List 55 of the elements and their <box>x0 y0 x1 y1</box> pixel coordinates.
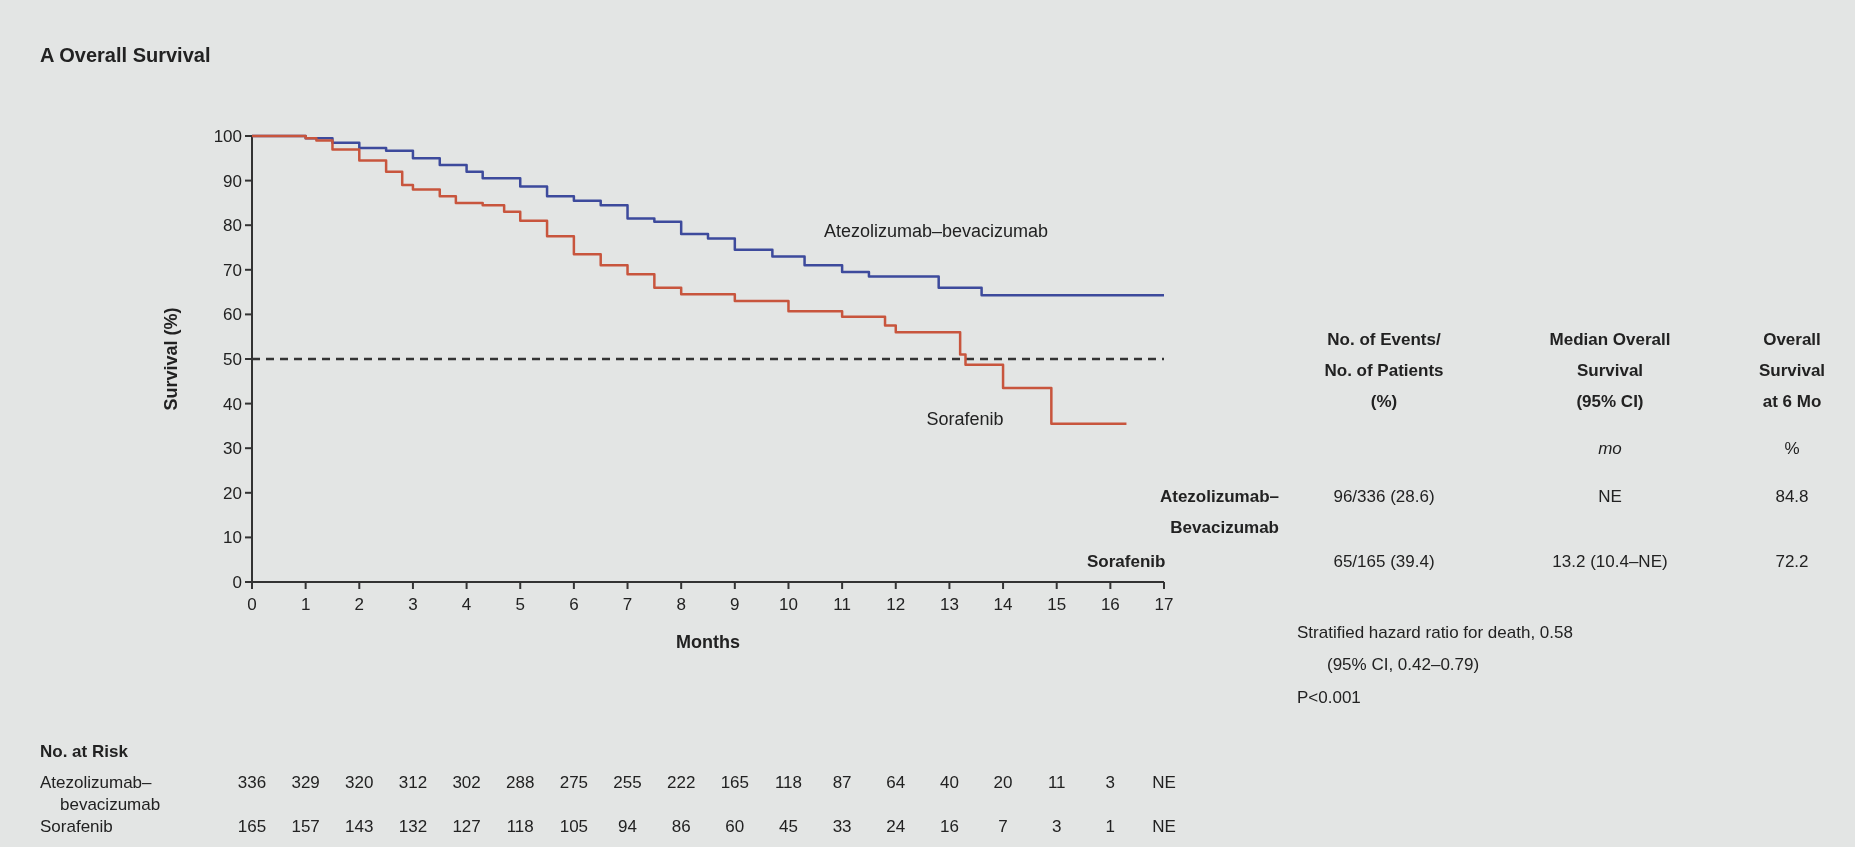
y-tick-label: 80 <box>223 216 242 236</box>
y-tick-label: 60 <box>223 305 242 325</box>
text: (95% CI, 0.42–0.79) <box>1327 655 1480 674</box>
x-tick-label: 16 <box>1100 595 1120 614</box>
text: 336 329 320 312 302 288 275 255 222 165 118 87 64 40 20 11 3 NE <box>237 773 1176 792</box>
annotation: Atezolizumab– Bevacizumab <box>1159 487 1279 537</box>
text: Overall Survival at 6 Mo <box>1758 330 1826 411</box>
y-tick-label: 70 <box>223 260 242 280</box>
text: No. at Risk <box>40 742 129 761</box>
x-tick-label: 3 <box>408 595 418 614</box>
series-label: Sorafenib <box>926 409 1004 429</box>
text: P<0.001 <box>1297 688 1361 707</box>
text: mo <box>1598 439 1622 458</box>
x-tick-label: 2 <box>354 595 365 614</box>
text: 84.8 <box>1775 487 1809 506</box>
x-tick-label: 14 <box>993 595 1013 614</box>
x-tick-label: 1 <box>300 595 311 614</box>
text: NE <box>1598 487 1622 506</box>
annotation: Sorafenib <box>1087 552 1166 571</box>
text: 65/165 (39.4) <box>1333 552 1435 571</box>
y-tick-label: 100 <box>213 126 242 146</box>
y-tick-label: 20 <box>223 483 242 503</box>
x-tick-label: 11 <box>833 595 851 614</box>
x-tick-label: 17 <box>1154 595 1174 614</box>
x-tick-label: 10 <box>779 595 798 614</box>
y-axis-title: Survival (%) <box>161 307 181 411</box>
x-tick-label: 8 <box>676 595 686 614</box>
text: 72.2 <box>1775 552 1809 571</box>
text: 165 157 143 132 127 118 105 94 86 60 45 33 24 16 7 3 1 NE <box>237 817 1176 836</box>
x-axis-title: Months <box>676 632 740 652</box>
text: % <box>1784 439 1800 458</box>
x-tick-label: 5 <box>515 595 525 614</box>
text: 96/336 (28.6) <box>1333 487 1435 506</box>
series-label: Atezolizumab–bevacizumab <box>823 221 1049 241</box>
x-tick-label: 12 <box>886 595 906 614</box>
text: Median Overall Survival (95% CI) <box>1549 330 1671 411</box>
y-tick-label: 0 <box>232 572 242 592</box>
text: Sorafenib <box>40 817 113 836</box>
text: Atezolizumab– bevacizumab <box>40 773 161 814</box>
y-tick-label: 10 <box>223 528 242 548</box>
x-tick-label: 7 <box>622 595 633 614</box>
x-tick-label: 9 <box>730 595 740 614</box>
x-tick-label: 15 <box>1047 595 1067 614</box>
x-tick-label: 13 <box>939 595 959 614</box>
x-tick-label: 0 <box>247 595 257 614</box>
text: 13.2 (10.4–NE) <box>1552 552 1668 571</box>
x-tick-label: 4 <box>461 595 472 614</box>
y-tick-label: 50 <box>223 349 242 369</box>
y-tick-label: 30 <box>223 439 242 459</box>
y-tick-label: 40 <box>223 394 242 414</box>
text: No. of Events/ No. of Patients (%) <box>1324 330 1444 411</box>
x-tick-label: 6 <box>569 595 579 614</box>
text: Stratified hazard ratio for death, 0.58 <box>1297 623 1573 642</box>
y-tick-label: 90 <box>223 171 242 191</box>
chart-title: A Overall Survival <box>40 44 211 66</box>
